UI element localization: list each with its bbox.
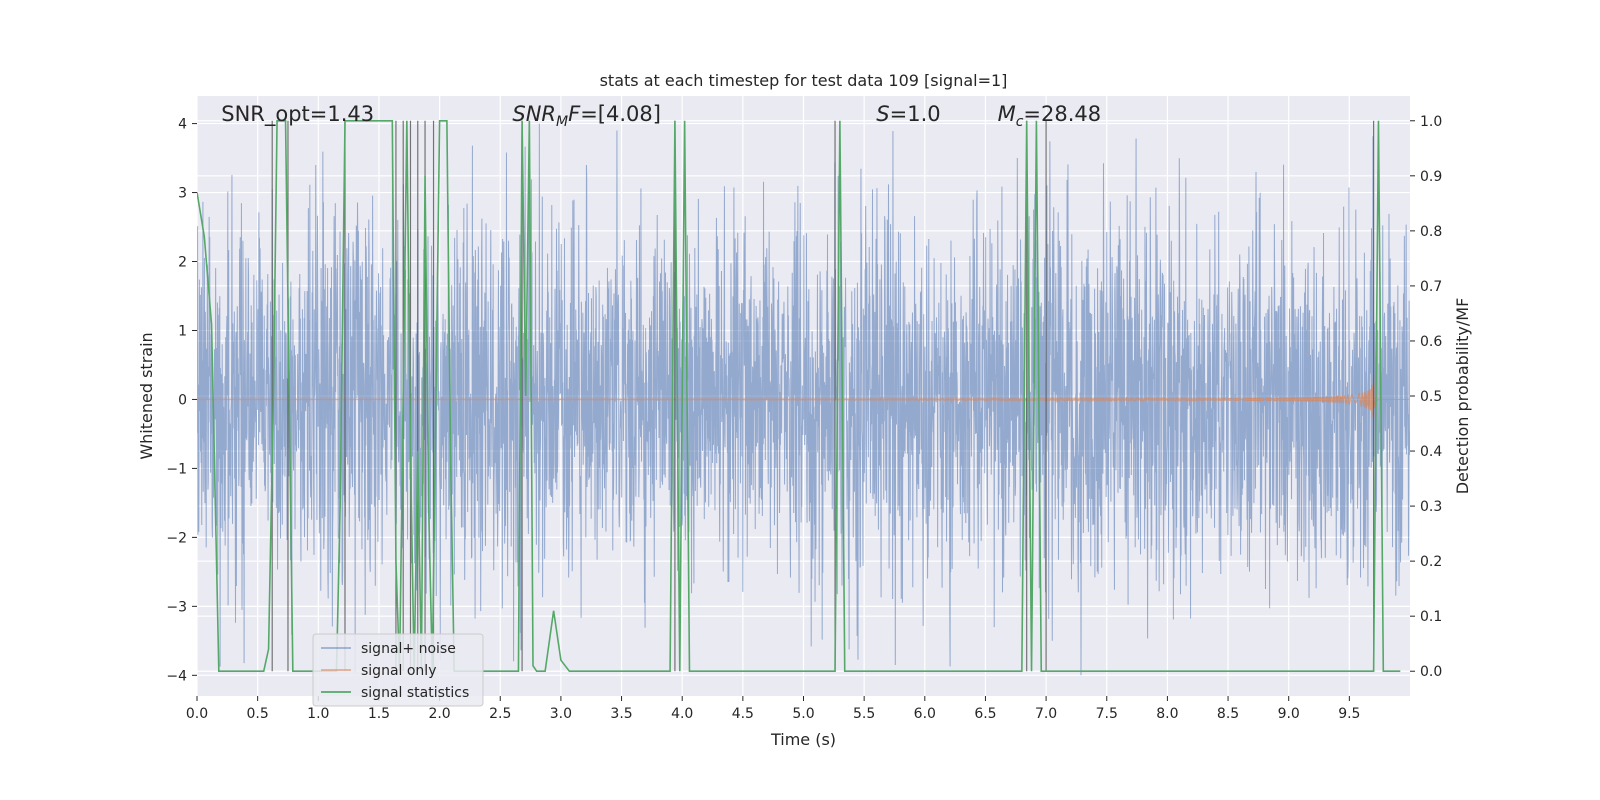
y-tick-label: −1 [166,461,187,477]
x-tick-label: 9.0 [1278,706,1300,722]
x-tick-label: 7.0 [1035,706,1057,722]
y-axis-ticks: −4 −3 −2 −1 0 1 2 3 4 [166,117,197,684]
y-tick-label: −2 [166,530,187,546]
x-tick-label: 0.5 [247,706,269,722]
x-tick-label: 3.0 [550,706,572,722]
y2-tick-label: 1.0 [1420,114,1442,130]
y-tick-label: 3 [178,186,187,202]
y2-tick-label: 0.3 [1420,499,1442,515]
x-tick-label: 5.0 [792,706,814,722]
annotations: SNR_opt=1.43 SNRMF=[4.08] S=1.0 Mc=28.48 [221,102,1101,130]
x-tick-label: 8.5 [1217,706,1239,722]
y-tick-label: −3 [166,599,187,615]
y2-tick-label: 0.2 [1420,554,1442,570]
series-signal-plus-noise [197,123,1410,676]
y2-tick-label: 0.7 [1420,279,1442,295]
x-tick-label: 6.5 [974,706,996,722]
y2-tick-label: 0.0 [1420,664,1442,680]
x-tick-label: 5.5 [853,706,875,722]
legend-box [312,633,484,707]
y2-tick-label: 0.4 [1420,444,1442,460]
x-tick-label: 4.0 [671,706,693,722]
y2-tick-label: 0.8 [1420,224,1442,240]
x-axis-ticks: 0.0 0.5 1.0 1.5 2.0 2.5 3.0 3.5 4.0 4.5 5.0 5.5 6.0 6… [186,696,1360,722]
y-tick-label: 4 [178,117,187,133]
x-tick-label: 8.0 [1156,706,1178,722]
y-axis-label: Whitened strain [137,332,156,459]
legend-signal-statistics-label: signal statistics [361,685,469,701]
x-axis-label: Time (s) [770,730,836,749]
y2-axis-label: Detection probability/MF [1453,298,1472,495]
x-tick-label: 9.5 [1338,706,1360,722]
y-tick-label: 2 [178,255,187,271]
y2-tick-label: 0.6 [1420,334,1442,350]
y2-axis-ticks: 0.0 0.1 0.2 0.3 0.4 0.5 0.6 0.7 0.8 0.9 1.0 [1410,114,1442,680]
annotation-snr-opt: SNR_opt=1.43 [221,102,374,127]
detection-vertical-lines [271,120,1375,672]
legend: signal+ noise signal only signal statistic… [312,633,484,707]
chart-title: stats at each timestep for test data 109… [600,71,1008,90]
x-tick-label: 2.5 [489,706,511,722]
series-signal-only [197,375,1410,418]
x-tick-label: 6.0 [914,706,936,722]
annotation-mc: Mc=28.48 [998,102,1102,130]
x-tick-label: 3.5 [610,706,632,722]
y-tick-label: 1 [178,323,187,339]
y-tick-label: 0 [178,392,187,408]
y-tick-label: −4 [166,668,187,684]
legend-signal-only-label: signal only [361,663,436,679]
x-tick-label: 2.0 [428,706,450,722]
y2-tick-label: 0.5 [1420,389,1442,405]
x-tick-label: 4.5 [732,706,754,722]
x-tick-label: 1.0 [307,706,329,722]
annotation-s: S=1.0 [876,102,940,126]
legend-signal-plus-noise-label: signal+ noise [361,641,456,657]
x-tick-label: 1.5 [368,706,390,722]
x-tick-label: 7.5 [1096,706,1118,722]
annotation-snr-mf: SNRMF=[4.08] [512,102,661,130]
y2-tick-label: 0.9 [1420,169,1442,185]
y2-tick-label: 0.1 [1420,609,1442,625]
x-tick-label: 0.0 [186,706,208,722]
